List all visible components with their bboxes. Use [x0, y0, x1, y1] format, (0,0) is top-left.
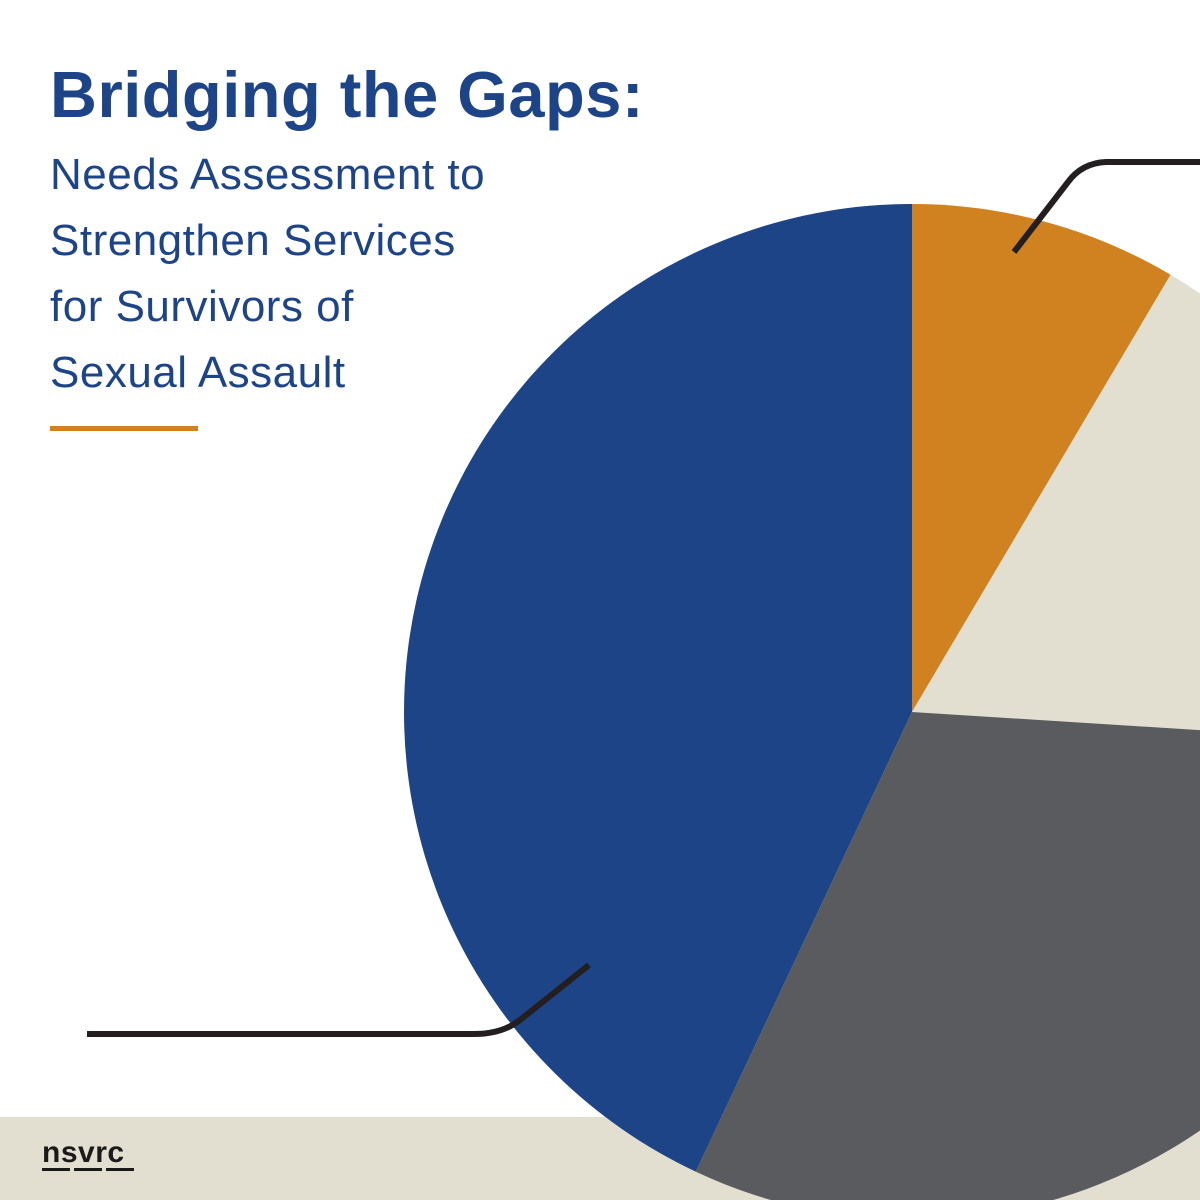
subtitle-line: for Survivors of — [50, 282, 354, 331]
pie-slice-1 — [912, 204, 1171, 712]
page-subtitle: Needs Assessment to Strengthen Services … — [50, 142, 770, 406]
logo-underline — [42, 1168, 134, 1171]
title-block: Bridging the Gaps: Needs Assessment to S… — [50, 56, 770, 406]
subtitle-line: Strengthen Services — [50, 216, 456, 265]
pie-slice-2 — [912, 274, 1200, 731]
pie-slice-4 — [404, 204, 912, 1172]
leader-line-top — [1011, 159, 1200, 254]
leader-line-bottom — [87, 962, 591, 1037]
nsvrc-logo: nsvrc — [42, 1136, 125, 1169]
page-title: Bridging the Gaps: — [50, 58, 644, 131]
accent-divider — [50, 426, 198, 431]
pie-slice-3 — [695, 712, 1200, 1200]
subtitle-line: Needs Assessment to — [50, 150, 486, 199]
subtitle-line: Sexual Assault — [50, 348, 346, 397]
